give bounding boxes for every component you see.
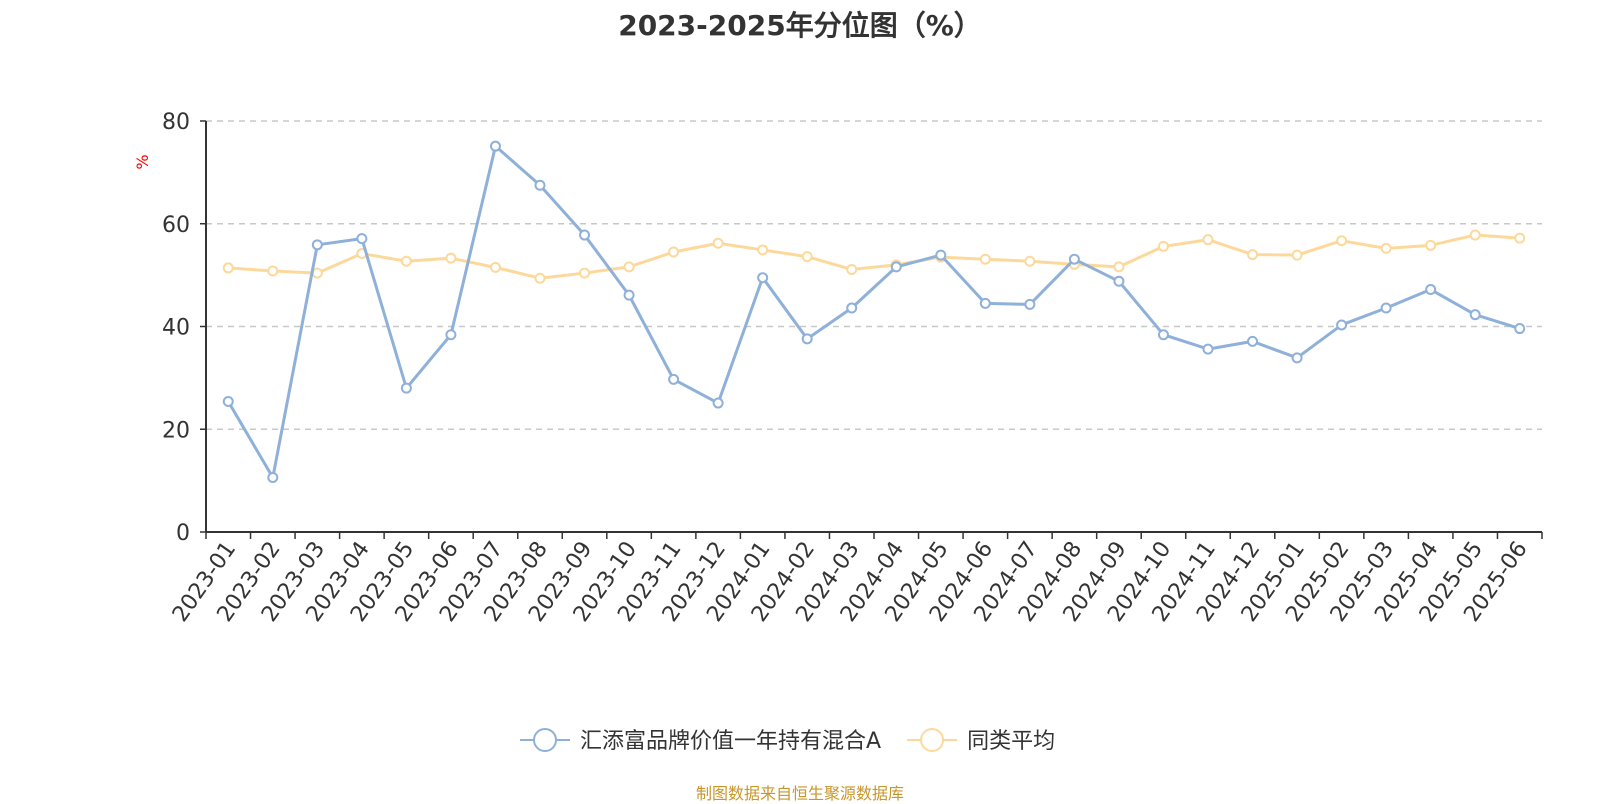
data-point bbox=[1113, 261, 1125, 273]
line-chart: 020406080%2023-012023-022023-032023-0420… bbox=[133, 110, 1543, 754]
data-point bbox=[489, 140, 501, 152]
data-point bbox=[1113, 275, 1125, 287]
legend-label: 同类平均 bbox=[967, 729, 1055, 754]
data-point bbox=[1380, 302, 1392, 314]
data-point bbox=[846, 302, 858, 314]
series-line-0 bbox=[226, 144, 1521, 480]
data-point bbox=[445, 252, 457, 264]
data-point bbox=[935, 249, 947, 261]
data-point bbox=[311, 239, 323, 251]
data-point bbox=[1291, 352, 1303, 364]
data-point bbox=[1425, 284, 1437, 296]
series-line-1 bbox=[228, 233, 1520, 280]
legend-marker-0 bbox=[533, 728, 557, 752]
data-point bbox=[1380, 242, 1392, 254]
data-point bbox=[1291, 249, 1303, 261]
data-point bbox=[1202, 234, 1214, 246]
y-tick-label: 20 bbox=[162, 418, 190, 443]
y-tick-label: 80 bbox=[162, 110, 190, 135]
data-point bbox=[445, 329, 457, 341]
source-note: 制图数据来自恒生聚源数据库 bbox=[695, 784, 904, 803]
data-point bbox=[890, 261, 902, 273]
data-point bbox=[801, 251, 813, 263]
data-point bbox=[400, 382, 412, 394]
legend-label: 汇添富品牌价值一年持有混合A bbox=[580, 729, 881, 754]
data-point bbox=[1202, 343, 1214, 355]
data-point bbox=[1469, 309, 1481, 321]
data-point bbox=[1469, 229, 1481, 241]
data-point bbox=[579, 267, 591, 279]
data-point bbox=[579, 229, 591, 241]
data-point bbox=[222, 396, 234, 408]
data-point bbox=[846, 263, 858, 275]
data-point bbox=[311, 267, 323, 279]
data-point bbox=[1247, 249, 1259, 261]
data-point bbox=[489, 261, 501, 273]
data-point bbox=[801, 333, 813, 345]
data-point bbox=[1514, 323, 1526, 335]
y-axis-unit-label: % bbox=[133, 154, 152, 169]
legend-marker-1 bbox=[920, 728, 945, 752]
data-point bbox=[400, 255, 412, 267]
data-point bbox=[757, 244, 769, 256]
data-point bbox=[712, 397, 724, 409]
data-point bbox=[668, 373, 680, 385]
data-point bbox=[222, 262, 234, 274]
data-point bbox=[623, 261, 635, 273]
data-point bbox=[979, 253, 991, 265]
data-point bbox=[1514, 232, 1526, 244]
data-point bbox=[267, 472, 279, 484]
data-point bbox=[1336, 319, 1348, 331]
data-point bbox=[534, 272, 546, 284]
data-point bbox=[267, 265, 279, 277]
data-point bbox=[1024, 298, 1036, 310]
data-point bbox=[1157, 329, 1169, 341]
y-tick-label: 0 bbox=[176, 521, 190, 546]
data-point bbox=[1157, 240, 1169, 252]
data-point bbox=[1068, 253, 1080, 265]
data-point bbox=[712, 237, 724, 249]
data-point bbox=[979, 297, 991, 309]
data-point bbox=[1336, 235, 1348, 247]
chart-title: 2023-2025年分位图（%） bbox=[618, 9, 982, 42]
data-point bbox=[623, 289, 635, 301]
data-point bbox=[356, 233, 368, 245]
y-tick-label: 40 bbox=[162, 316, 190, 341]
data-point bbox=[1024, 255, 1036, 267]
y-tick-label: 60 bbox=[162, 213, 190, 238]
data-point bbox=[534, 179, 546, 191]
data-point bbox=[1425, 239, 1437, 251]
data-point bbox=[668, 246, 680, 258]
data-point bbox=[757, 272, 769, 284]
data-point bbox=[1247, 335, 1259, 347]
